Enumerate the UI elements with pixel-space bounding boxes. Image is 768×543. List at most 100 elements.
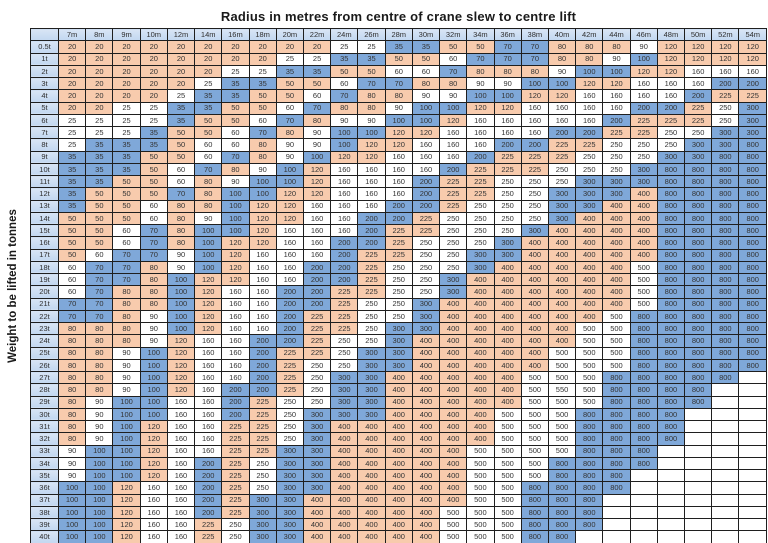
capacity-cell: 800 — [711, 285, 740, 299]
capacity-cell: 35 — [139, 138, 168, 152]
capacity-cell: 800 — [738, 358, 767, 373]
capacity-cell: 400 — [493, 383, 522, 397]
capacity-cell: 300 — [547, 187, 577, 201]
capacity-cell: 500 — [602, 346, 631, 360]
capacity-cell — [738, 419, 767, 434]
capacity-cell: 60 — [112, 236, 141, 250]
capacity-cell: 70 — [85, 272, 114, 287]
capacity-cell: 100 — [112, 456, 141, 471]
capacity-cell: 50 — [166, 138, 196, 152]
capacity-cell: 500 — [629, 285, 658, 299]
capacity-cell: 500 — [466, 468, 495, 483]
capacity-cell: 250 — [221, 530, 250, 543]
capacity-cell: 500 — [493, 456, 522, 471]
capacity-cell: 400 — [466, 309, 495, 324]
capacity-cell: 250 — [439, 223, 468, 238]
capacity-cell: 800 — [520, 481, 549, 495]
capacity-cell: 400 — [547, 321, 577, 336]
capacity-cell: 500 — [547, 358, 577, 373]
row-header: 2t — [30, 64, 59, 79]
capacity-cell: 400 — [439, 358, 468, 373]
capacity-cell: 800 — [656, 285, 686, 299]
capacity-cell: 400 — [466, 285, 495, 299]
capacity-cell: 800 — [629, 419, 658, 434]
capacity-cell: 400 — [439, 481, 468, 495]
capacity-cell: 400 — [520, 309, 549, 324]
capacity-cell: 60 — [221, 138, 250, 152]
capacity-cell: 250 — [466, 211, 495, 226]
capacity-cell: 120 — [439, 113, 468, 128]
capacity-cell: 400 — [411, 358, 441, 373]
capacity-cell: 225 — [221, 493, 250, 507]
capacity-cell: 20 — [57, 40, 87, 54]
capacity-cell: 120 — [466, 101, 495, 115]
capacity-cell: 50 — [112, 211, 141, 226]
capacity-cell: 300 — [275, 517, 304, 532]
capacity-cell — [711, 493, 740, 507]
capacity-cell: 800 — [711, 248, 740, 262]
capacity-cell: 225 — [656, 113, 686, 128]
capacity-cell: 300 — [248, 517, 277, 532]
capacity-cell: 160 — [275, 223, 304, 238]
capacity-cell: 100 — [112, 432, 141, 446]
row-header: 8t — [30, 138, 59, 152]
capacity-cell: 250 — [330, 334, 359, 348]
capacity-cell: 300 — [302, 432, 332, 446]
capacity-cell — [738, 395, 767, 409]
row-header: 5t — [30, 101, 59, 115]
capacity-cell: 400 — [493, 370, 522, 385]
capacity-cell — [738, 432, 767, 446]
capacity-cell: 800 — [711, 272, 740, 287]
capacity-cell: 120 — [112, 517, 141, 532]
capacity-cell: 400 — [439, 468, 468, 483]
capacity-cell: 90 — [112, 370, 141, 385]
capacity-cell: 250 — [357, 309, 386, 324]
capacity-cell: 300 — [357, 395, 386, 409]
capacity-cell: 25 — [57, 138, 87, 152]
capacity-cell: 400 — [629, 223, 658, 238]
row-header: 35t — [30, 468, 59, 483]
capacity-cell: 300 — [411, 309, 441, 324]
column-header: 26m — [357, 27, 386, 42]
capacity-cell: 225 — [194, 517, 223, 532]
capacity-cell: 160 — [302, 199, 332, 213]
capacity-cell: 225 — [194, 530, 223, 543]
capacity-cell: 500 — [493, 407, 522, 422]
capacity-cell: 20 — [85, 101, 114, 115]
capacity-cell: 800 — [684, 211, 713, 226]
capacity-cell — [656, 444, 686, 458]
capacity-cell — [684, 456, 713, 471]
capacity-cell: 80 — [57, 358, 87, 373]
capacity-cell: 300 — [384, 321, 413, 336]
capacity-cell: 90 — [439, 89, 468, 103]
capacity-cell: 500 — [466, 517, 495, 532]
capacity-cell: 25 — [112, 125, 141, 140]
capacity-cell: 400 — [411, 444, 441, 458]
capacity-cell — [711, 505, 740, 520]
capacity-cell: 100 — [194, 223, 223, 238]
capacity-cell: 250 — [711, 101, 740, 115]
capacity-cell: 120 — [575, 76, 604, 91]
capacity-cell: 500 — [493, 419, 522, 434]
capacity-cell: 250 — [656, 138, 686, 152]
capacity-cell: 800 — [738, 138, 767, 152]
capacity-cell: 120 — [221, 272, 250, 287]
capacity-cell: 70 — [85, 297, 114, 311]
capacity-cell: 225 — [248, 419, 277, 434]
capacity-cell: 800 — [711, 187, 740, 201]
capacity-cell: 80 — [85, 346, 114, 360]
capacity-cell: 400 — [520, 346, 549, 360]
capacity-cell: 20 — [194, 64, 223, 79]
capacity-cell: 160 — [738, 64, 767, 79]
capacity-cell: 20 — [139, 64, 168, 79]
capacity-cell: 200 — [302, 272, 332, 287]
row-header: 13t — [30, 199, 59, 213]
capacity-cell: 225 — [357, 260, 386, 275]
capacity-cell: 100 — [85, 517, 114, 532]
column-header: 12m — [166, 27, 196, 42]
capacity-cell: 400 — [411, 407, 441, 422]
capacity-cell — [684, 407, 713, 422]
capacity-cell: 70 — [520, 40, 549, 54]
capacity-cell: 400 — [547, 297, 577, 311]
capacity-cell: 120 — [139, 456, 168, 471]
